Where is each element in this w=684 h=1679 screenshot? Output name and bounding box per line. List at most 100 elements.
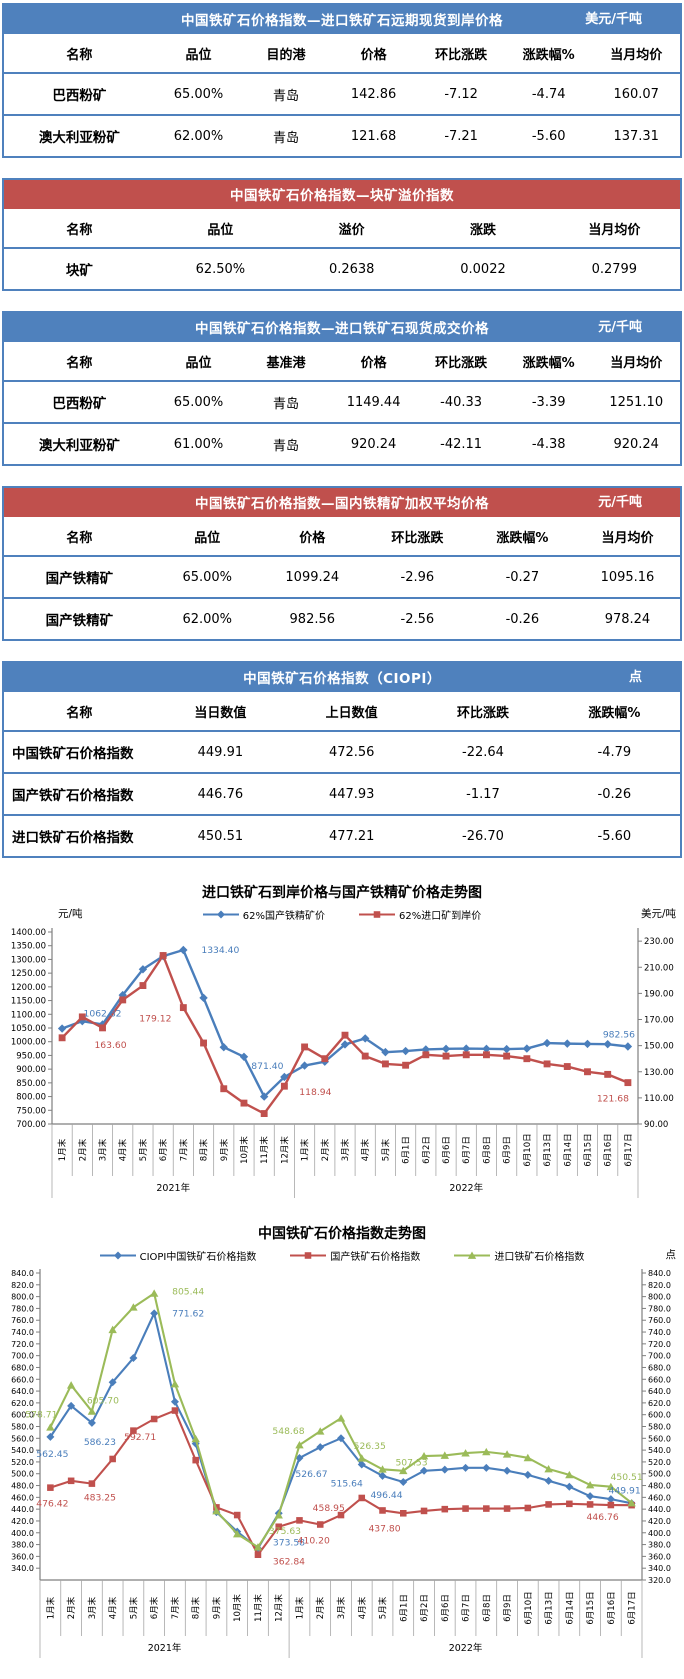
column-header: 价格 <box>259 517 365 557</box>
legend-item: 国产铁矿石价格指数 <box>290 1248 420 1263</box>
value-cell: 青岛 <box>242 422 330 464</box>
svg-text:4月末: 4月末 <box>118 1138 129 1161</box>
svg-text:5月末: 5月末 <box>138 1138 149 1161</box>
svg-text:560.0: 560.0 <box>648 1434 671 1443</box>
svg-text:740.0: 740.0 <box>11 1328 34 1337</box>
svg-text:660.0: 660.0 <box>648 1375 671 1384</box>
column-header: 溢价 <box>286 209 418 249</box>
svg-text:540.0: 540.0 <box>11 1446 34 1455</box>
value-cell: 982.56 <box>259 597 365 639</box>
value-cell: 1251.10 <box>609 394 664 410</box>
value-cell: 青岛 <box>273 396 300 412</box>
svg-text:12月末: 12月末 <box>274 1594 285 1622</box>
table-row: 中国铁矿石价格指数 449.91 472.56 -22.64 -4.79 <box>4 731 680 773</box>
column-header: 涨跌幅% <box>504 342 593 382</box>
value-cell: 446.76 <box>154 772 287 815</box>
svg-text:548.68: 548.68 <box>272 1426 304 1437</box>
value-cell: -3.39 <box>531 394 566 410</box>
legend-item: 62%国产铁精矿价 <box>202 907 325 922</box>
svg-text:1250.00: 1250.00 <box>11 969 46 979</box>
svg-text:8月末: 8月末 <box>191 1596 202 1619</box>
table-row: 国产铁精矿 62.00% 982.56 -2.56 -0.26 978.24 <box>4 597 680 639</box>
svg-text:700.00: 700.00 <box>16 1120 46 1130</box>
svg-text:6月15日: 6月15日 <box>583 1133 593 1166</box>
value-cell: 477.21 <box>286 814 418 856</box>
svg-text:3月末: 3月末 <box>340 1138 351 1161</box>
table-unit: 元/千吨 <box>598 495 642 510</box>
value-cell: -4.38 <box>504 422 593 464</box>
svg-text:375.63: 375.63 <box>269 1526 301 1537</box>
value-cell: -2.56 <box>364 597 470 639</box>
right-axis-unit: 点 <box>665 1249 677 1261</box>
svg-text:400.0: 400.0 <box>648 1529 671 1538</box>
legend-label: 62%进口矿到岸价 <box>399 911 482 922</box>
svg-text:5月末: 5月末 <box>128 1596 139 1619</box>
svg-text:520.0: 520.0 <box>648 1458 671 1467</box>
table-unit: 美元/千吨 <box>585 12 642 27</box>
table-title-bar: 中国铁矿石价格指数—国内铁精矿加权平均价格 元/千吨 <box>4 488 680 517</box>
right-axis-unit: 美元/吨 <box>640 908 676 920</box>
svg-text:6月末: 6月末 <box>149 1596 160 1619</box>
value-cell: -22.64 <box>462 744 504 760</box>
row-name-cell: 国产铁矿石价格指数 <box>4 772 155 815</box>
svg-text:700.0: 700.0 <box>11 1352 34 1361</box>
price-table-grid: 名称 品位 目的港 价格 环比涨跌 涨跌幅% 当月均价 巴西粉矿 65.00% 青岛 142.86 -… <box>4 34 680 156</box>
svg-text:230.00: 230.00 <box>644 937 674 947</box>
svg-text:6月6日: 6月6日 <box>441 1594 451 1622</box>
svg-text:2021年: 2021年 <box>148 1642 182 1654</box>
column-header: 当月均价 <box>574 517 680 557</box>
chart-legend: 62%国产铁精矿价 62%进口矿到岸价 <box>0 904 684 922</box>
svg-text:1000.00: 1000.00 <box>11 1038 46 1048</box>
svg-text:460.0: 460.0 <box>648 1493 671 1502</box>
svg-text:1300.00: 1300.00 <box>11 955 46 965</box>
column-header: 价格 <box>329 34 418 74</box>
column-header: 涨跌幅% <box>548 692 680 732</box>
svg-text:515.64: 515.64 <box>331 1478 363 1489</box>
table-title: 中国铁矿石价格指数（CIOPI） <box>243 671 441 687</box>
svg-text:446.76: 446.76 <box>587 1512 619 1523</box>
svg-text:3月末: 3月末 <box>336 1596 347 1619</box>
svg-text:871.40: 871.40 <box>251 1061 283 1072</box>
svg-text:380.0: 380.0 <box>648 1541 671 1550</box>
svg-text:420.0: 420.0 <box>11 1517 34 1526</box>
svg-text:5月末: 5月末 <box>380 1138 391 1161</box>
svg-text:800.00: 800.00 <box>16 1093 46 1103</box>
svg-text:440.0: 440.0 <box>648 1505 671 1514</box>
svg-text:6月8日: 6月8日 <box>482 1594 492 1622</box>
value-cell: -7.12 <box>444 86 478 102</box>
chart-legend-row: 元/吨 62%国产铁精矿价 62%进口矿到岸价 美元/吨 <box>0 904 684 924</box>
svg-text:110.00: 110.00 <box>644 1094 674 1104</box>
svg-text:6月8日: 6月8日 <box>482 1136 492 1164</box>
table-row: 国产铁矿石价格指数 446.76 447.93 -1.17 -0.26 <box>4 772 680 815</box>
svg-text:179.12: 179.12 <box>139 1014 171 1025</box>
svg-text:163.60: 163.60 <box>94 1040 126 1051</box>
svg-text:190.00: 190.00 <box>644 989 674 999</box>
svg-text:7月末: 7月末 <box>178 1138 189 1161</box>
legend-item: 62%进口矿到岸价 <box>359 907 481 922</box>
square-legend-marker-icon <box>359 911 395 918</box>
svg-text:480.0: 480.0 <box>648 1482 671 1491</box>
svg-text:780.0: 780.0 <box>648 1304 671 1313</box>
table-title-bar: 中国铁矿石价格指数（CIOPI） 点 <box>4 663 680 692</box>
svg-text:6月2日: 6月2日 <box>420 1594 430 1622</box>
value-cell: -0.27 <box>505 569 540 585</box>
svg-text:3月末: 3月末 <box>98 1138 109 1161</box>
svg-text:720.0: 720.0 <box>648 1340 671 1349</box>
svg-text:820.0: 820.0 <box>11 1281 34 1290</box>
svg-text:526.35: 526.35 <box>354 1441 386 1452</box>
trend-chart-prices: 700.00 750.00 800.00 850.00 900.00 950.00 1000… <box>11 928 674 1198</box>
svg-text:6月10日: 6月10日 <box>523 1133 533 1166</box>
svg-text:740.0: 740.0 <box>648 1328 671 1337</box>
value-cell: 1099.24 <box>285 569 340 585</box>
svg-text:10月末: 10月末 <box>232 1594 243 1622</box>
value-cell: -1.17 <box>417 772 549 815</box>
svg-text:496.44: 496.44 <box>370 1490 402 1501</box>
value-cell: 65.00% <box>182 569 233 585</box>
svg-text:780.0: 780.0 <box>11 1304 34 1313</box>
chart-ciopi-trend: 中国铁矿石价格指数走势图 CIOPI中国铁矿石价格指数 国产铁矿石价格指数 进口铁矿… <box>0 1219 684 1661</box>
column-header: 涨跌幅% <box>504 34 593 74</box>
column-header: 环比涨跌 <box>417 692 549 732</box>
svg-text:600.0: 600.0 <box>648 1411 671 1420</box>
svg-text:520.0: 520.0 <box>11 1458 34 1467</box>
row-name-cell: 巴西粉矿 <box>52 396 107 412</box>
